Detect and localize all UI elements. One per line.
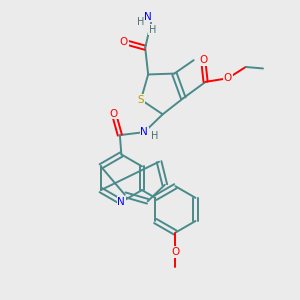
Text: S: S xyxy=(138,95,144,105)
Text: N: N xyxy=(144,11,152,22)
Text: N: N xyxy=(140,127,148,137)
Text: O: O xyxy=(120,37,128,47)
Text: N: N xyxy=(118,197,125,207)
Text: O: O xyxy=(199,56,207,65)
Text: O: O xyxy=(224,73,232,83)
Text: O: O xyxy=(171,247,179,257)
Text: O: O xyxy=(110,109,118,119)
Text: H: H xyxy=(149,25,156,35)
Text: H: H xyxy=(151,131,158,141)
Text: H: H xyxy=(137,17,144,28)
